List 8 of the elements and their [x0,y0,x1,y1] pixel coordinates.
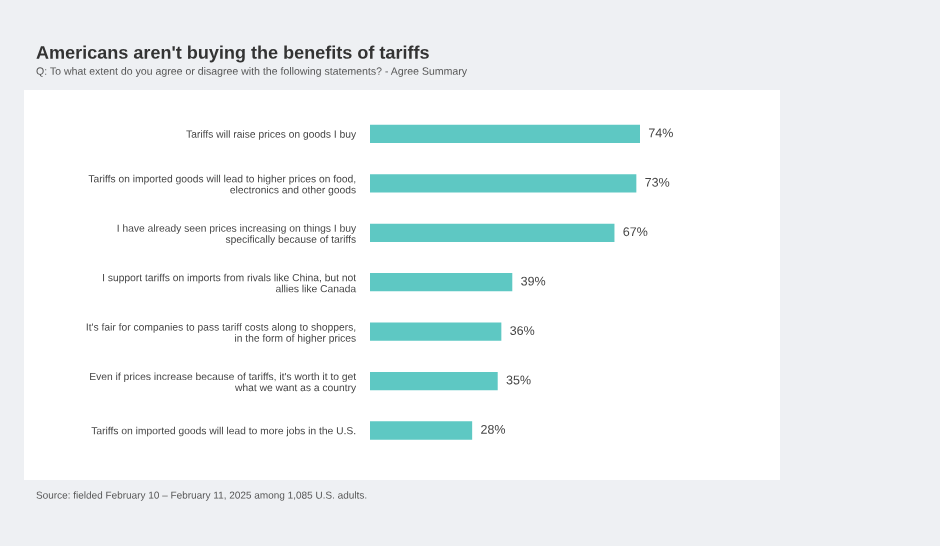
bar [370,371,498,391]
bar [370,273,513,292]
bar [370,322,502,341]
bar [370,124,640,144]
chart-title: Americans aren't buying the benefits of tariffs [36,45,429,63]
bar [370,421,473,440]
bar [370,223,615,242]
bar [370,174,637,193]
